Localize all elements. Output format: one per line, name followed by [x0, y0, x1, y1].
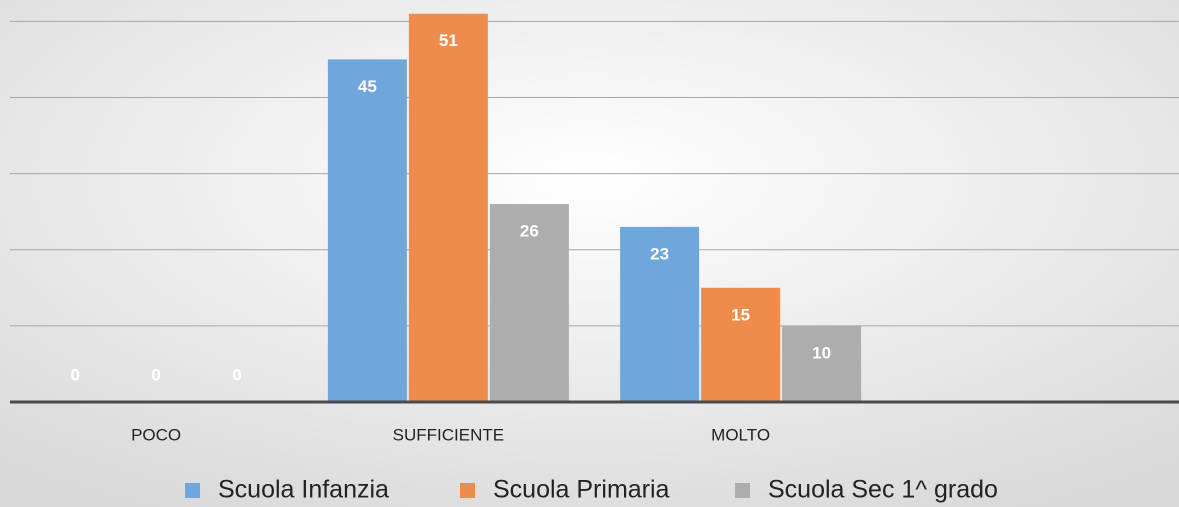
bar	[408, 13, 488, 402]
value-label: 15	[731, 305, 750, 324]
value-label: 51	[439, 31, 458, 50]
bar	[327, 59, 407, 403]
bar	[782, 325, 862, 402]
legend-swatch	[735, 483, 750, 498]
value-label: 0	[232, 365, 241, 384]
legend-swatch	[185, 483, 200, 498]
value-label: 26	[520, 222, 539, 241]
bar	[701, 287, 781, 402]
legend-label: Scuola Sec 1^ grado	[768, 476, 998, 504]
bar	[489, 204, 569, 402]
x-tick-label: SUFFICIENTE	[393, 425, 504, 444]
x-tick-label: MOLTO	[711, 425, 770, 444]
value-label: 0	[70, 365, 79, 384]
value-label: 0	[151, 365, 160, 384]
bar	[620, 226, 700, 402]
legend-label: Scuola Infanzia	[218, 476, 389, 504]
legend-swatch	[460, 483, 475, 498]
value-label: 23	[650, 244, 669, 263]
value-label: 45	[358, 77, 377, 96]
value-label: 10	[812, 343, 831, 362]
legend-label: Scuola Primaria	[493, 476, 670, 504]
x-tick-label: POCO	[131, 425, 181, 444]
